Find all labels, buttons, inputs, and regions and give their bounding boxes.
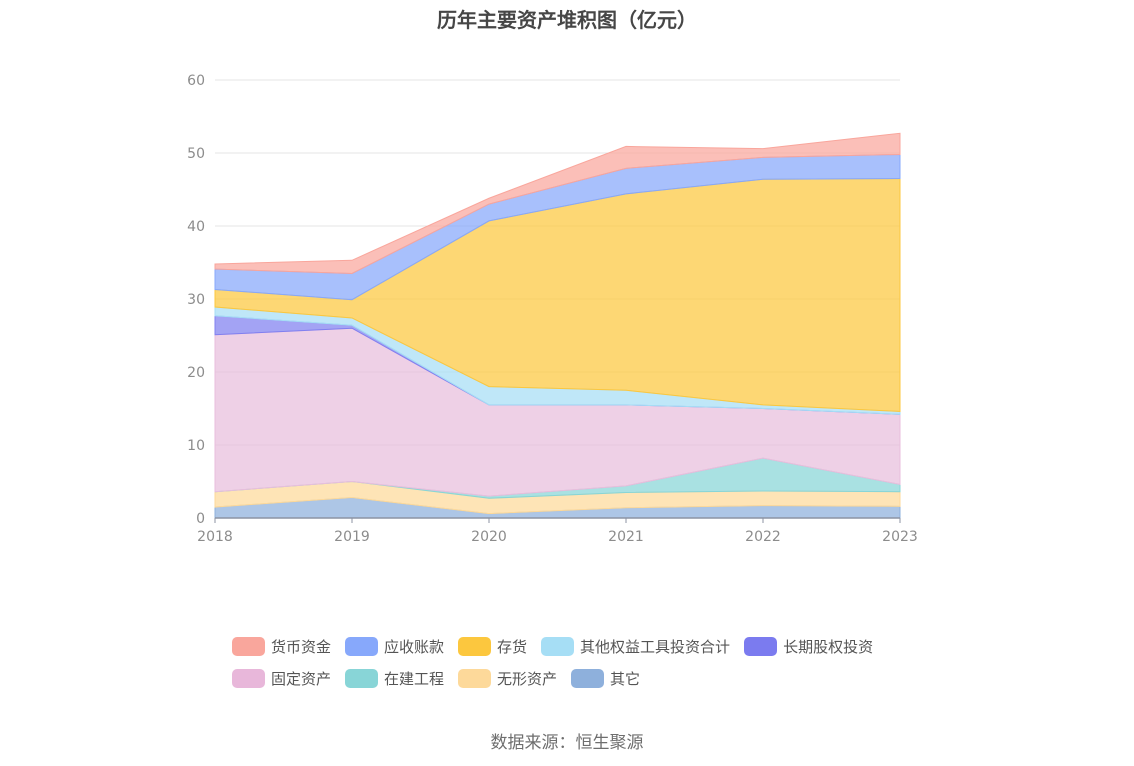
area-series-group bbox=[214, 132, 901, 519]
legend: 货币资金 应收账款 存货 其他权益工具投资合计 长期股权投资固定资产 在建工程 无形资产 其它 bbox=[232, 630, 932, 694]
legend-row: 固定资产 在建工程 无形资产 其它 bbox=[232, 662, 932, 694]
x-tick-label: 2020 bbox=[471, 529, 507, 545]
legend-item[interactable]: 存货 bbox=[458, 636, 527, 657]
x-tick-label: 2018 bbox=[197, 529, 233, 545]
axes: 0 10 20 30 40 50 60 2018 2019 2020 2021 2022 2023 bbox=[187, 73, 918, 545]
legend-label: 存货 bbox=[497, 637, 528, 656]
legend-item[interactable]: 长期股权投资 bbox=[744, 636, 873, 657]
legend-swatch bbox=[232, 636, 265, 656]
y-tick-label: 40 bbox=[187, 219, 205, 235]
x-tick-label: 2023 bbox=[882, 529, 918, 545]
legend-item[interactable]: 在建工程 bbox=[345, 668, 444, 689]
area-series-8 bbox=[214, 132, 901, 274]
x-tick-label: 2022 bbox=[745, 529, 781, 545]
legend-item[interactable]: 其它 bbox=[571, 668, 640, 689]
x-tick-label: 2021 bbox=[608, 529, 644, 545]
legend-swatch bbox=[458, 668, 492, 688]
y-tick-label: 0 bbox=[196, 511, 205, 527]
legend-swatch bbox=[345, 668, 379, 688]
x-tick-label: 2019 bbox=[334, 529, 370, 545]
legend-label: 应收账款 bbox=[384, 637, 445, 656]
data-source: 数据来源：恒生聚源 bbox=[490, 733, 644, 753]
legend-swatch bbox=[345, 636, 379, 656]
legend-label: 固定资产 bbox=[271, 669, 332, 688]
legend-item[interactable]: 其他权益工具投资合计 bbox=[541, 636, 730, 657]
legend-item[interactable]: 固定资产 bbox=[232, 668, 331, 689]
legend-label: 货币资金 bbox=[271, 637, 332, 656]
legend-label: 其他权益工具投资合计 bbox=[580, 637, 731, 656]
stacked-area-chart: 0 10 20 30 40 50 60 2018 2019 2020 2021 2022 2023 bbox=[187, 73, 918, 545]
legend-item[interactable]: 货币资金 bbox=[232, 636, 331, 657]
y-tick-label: 20 bbox=[187, 365, 205, 381]
legend-swatch bbox=[458, 636, 492, 656]
legend-row: 货币资金 应收账款 存货 其他权益工具投资合计 长期股权投资 bbox=[232, 630, 932, 662]
legend-label: 在建工程 bbox=[384, 669, 445, 688]
legend-swatch bbox=[744, 636, 778, 656]
legend-swatch bbox=[571, 668, 605, 688]
legend-item[interactable]: 无形资产 bbox=[458, 668, 557, 689]
legend-label: 其它 bbox=[610, 669, 641, 688]
legend-swatch bbox=[232, 668, 265, 688]
chart-title: 历年主要资产堆积图（亿元） bbox=[437, 8, 697, 32]
legend-swatch bbox=[541, 636, 575, 656]
legend-label: 长期股权投资 bbox=[783, 637, 874, 656]
legend-label: 无形资产 bbox=[497, 669, 558, 688]
y-tick-label: 50 bbox=[187, 146, 205, 162]
y-tick-label: 30 bbox=[187, 292, 205, 308]
y-tick-label: 60 bbox=[187, 73, 205, 89]
legend-item[interactable]: 应收账款 bbox=[345, 636, 444, 657]
y-tick-label: 10 bbox=[187, 438, 205, 454]
